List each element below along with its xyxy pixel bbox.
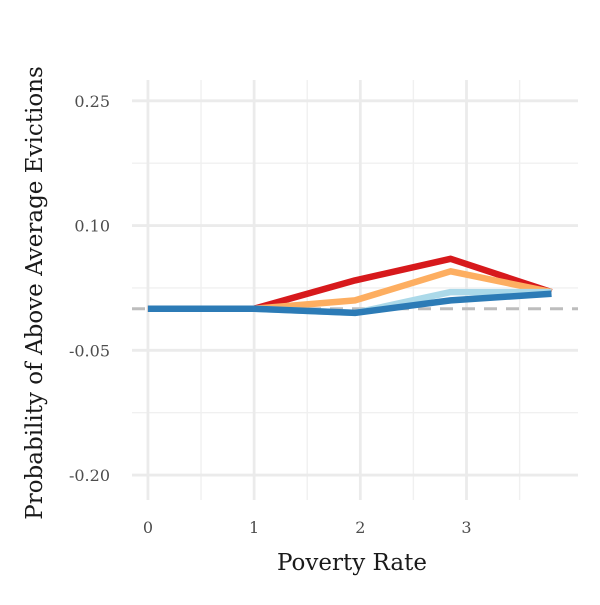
- series-line-4: [147, 290, 552, 317]
- y-tick-label: 0.25: [74, 92, 110, 111]
- grid-major: [132, 80, 578, 500]
- x-tick-label: 1: [249, 518, 259, 537]
- y-tick-labels: -0.20 -0.05 0.10 0.25: [69, 92, 110, 485]
- x-tick-label: 3: [461, 518, 471, 537]
- x-tick-label: 2: [355, 518, 365, 537]
- x-axis-title: Poverty Rate: [277, 550, 427, 576]
- x-tick-labels: 0 1 2 3: [143, 518, 472, 537]
- y-axis-title: Probability of Above Average Evictions: [22, 66, 48, 520]
- y-tick-label: -0.20: [69, 466, 110, 485]
- x-tick-label: 0: [143, 518, 153, 537]
- y-tick-label: -0.05: [69, 341, 110, 360]
- series-layer: [147, 255, 553, 317]
- y-tick-label: 0.10: [74, 217, 110, 236]
- grid-minor: [132, 80, 578, 500]
